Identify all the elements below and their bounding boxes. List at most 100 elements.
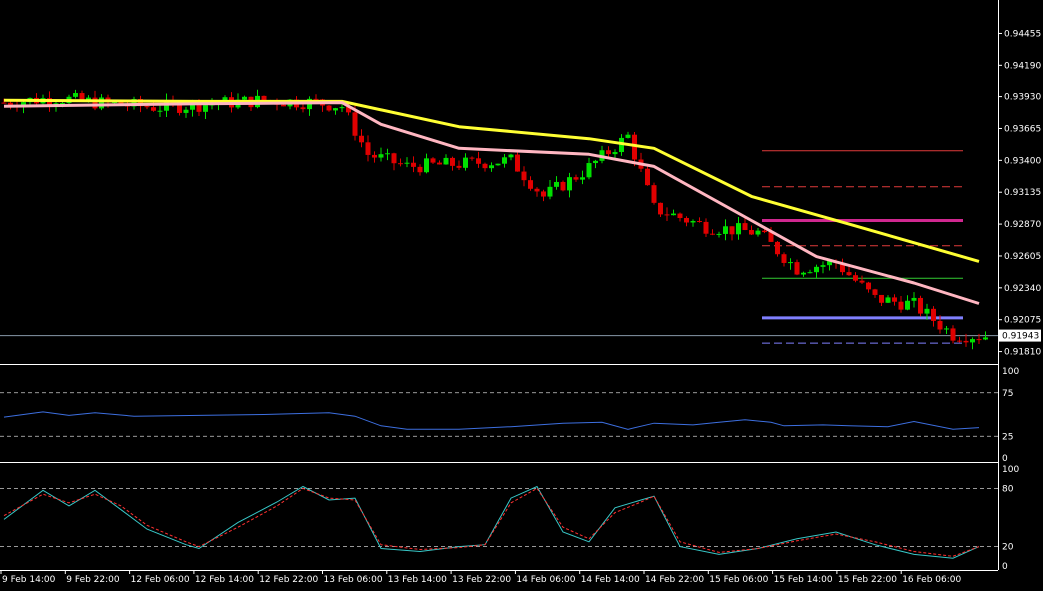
candle-body [157, 110, 163, 112]
candle-body [625, 134, 631, 138]
candle-body [177, 102, 182, 113]
time-tick-label: 15 Feb 06:00 [709, 575, 768, 585]
candle-body [417, 166, 423, 173]
candles [1, 89, 988, 350]
time-tick-label: 15 Feb 14:00 [774, 575, 833, 585]
stochastic-tick-label: 100 [1002, 465, 1019, 475]
candle-body [463, 157, 468, 168]
candle-body [508, 154, 514, 158]
candle-body [703, 221, 709, 234]
candle-body [684, 218, 689, 223]
horizontal-levels: 0.91943 [0, 150, 1041, 344]
candle-body [768, 232, 774, 242]
candle-body [898, 301, 904, 310]
candle-body [404, 162, 410, 164]
candle-body [918, 297, 923, 314]
rsi-tick-label: 100 [1002, 367, 1019, 377]
current-price-tag [999, 329, 1041, 342]
candle-body [853, 275, 858, 281]
candle-body [281, 104, 286, 107]
candle-body [92, 97, 98, 109]
candle-body [365, 142, 371, 155]
candle-body [872, 289, 878, 295]
time-tick-label: 12 Feb 06:00 [131, 575, 190, 585]
candle-body [112, 102, 117, 104]
candle-body [690, 220, 696, 223]
candle-body [567, 177, 572, 191]
candle-body [957, 340, 962, 342]
candle-body [313, 98, 319, 100]
candle-body [814, 266, 819, 273]
candle-body [339, 107, 345, 109]
time-tick-label: 12 Feb 22:00 [259, 575, 318, 585]
candle-body [495, 163, 501, 166]
candle-body [346, 107, 351, 113]
candle-body [1, 102, 7, 104]
candle-body [801, 272, 806, 275]
stochastic-tick-label: 0 [1002, 562, 1008, 572]
candle-body [547, 186, 553, 197]
time-tick-label: 14 Feb 22:00 [645, 575, 704, 585]
candle-body [541, 191, 546, 197]
candle-body [8, 102, 13, 106]
price-tick-label: 0.92870 [1004, 220, 1041, 230]
candle-body [86, 97, 91, 101]
candle-body [736, 223, 741, 235]
candle-body [352, 112, 358, 136]
price-tick-label: 0.93930 [1004, 93, 1041, 103]
candle-body [261, 95, 267, 101]
candle-body [632, 134, 637, 160]
candle-body [788, 262, 793, 264]
rsi-series-line [3, 411, 980, 430]
candle-body [430, 158, 436, 163]
candle-body [612, 152, 618, 155]
rsi-tick-label: 25 [1002, 432, 1013, 442]
candle-body [151, 107, 156, 111]
candle-body [749, 229, 754, 235]
candle-body [606, 150, 611, 155]
candle-body [573, 177, 579, 180]
candle-body [677, 213, 683, 219]
candle-body [645, 168, 650, 186]
candle-body [476, 158, 481, 164]
rsi-panel: 100 75 25 0 [0, 367, 1019, 464]
time-tick-label: 13 Feb 22:00 [452, 575, 511, 585]
candle-body [593, 160, 598, 164]
candle-body [203, 105, 208, 112]
candle-body [99, 97, 104, 109]
candle-body [983, 337, 988, 340]
candle-body [840, 263, 845, 273]
candle-body [892, 297, 897, 302]
candle-body [183, 109, 189, 113]
stochastic-panel: 100 80 20 0 [0, 465, 1019, 572]
candle-body [794, 262, 800, 275]
time-tick-label: 14 Feb 06:00 [516, 575, 575, 585]
candle-body [196, 101, 202, 112]
candle-body [879, 294, 884, 303]
price-tick-label: 0.92075 [1004, 316, 1041, 326]
candle-body [742, 223, 748, 230]
candle-body [664, 214, 670, 216]
candle-body [716, 233, 722, 235]
candle-body [443, 157, 449, 165]
candle-body [398, 163, 403, 165]
price-tick-label: 0.93135 [1004, 188, 1041, 198]
candle-body [456, 165, 462, 168]
price-tick-label: 0.91810 [1004, 348, 1041, 358]
candle-body [651, 185, 657, 203]
candle-body [697, 220, 702, 222]
candle-body [138, 99, 143, 107]
candle-body [560, 181, 566, 191]
candle-body [931, 308, 936, 321]
candle-body [729, 226, 735, 235]
panel-frames [0, 0, 999, 571]
candle-body [807, 272, 813, 274]
time-tick-label: 13 Feb 14:00 [388, 575, 447, 585]
candle-body [970, 339, 975, 343]
candle-body [586, 163, 592, 178]
candle-body [911, 297, 917, 301]
rsi-tick-label: 0 [1002, 454, 1008, 464]
candle-body [866, 282, 871, 290]
